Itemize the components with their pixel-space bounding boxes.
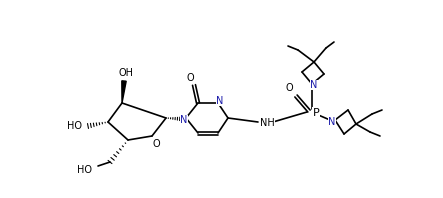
Text: HO: HO bbox=[77, 165, 92, 175]
Text: OH: OH bbox=[118, 68, 133, 78]
Polygon shape bbox=[122, 81, 126, 103]
Text: N: N bbox=[328, 117, 336, 127]
Text: N: N bbox=[310, 80, 318, 90]
Text: N: N bbox=[216, 96, 224, 106]
Text: HO: HO bbox=[66, 121, 82, 131]
Text: O: O bbox=[152, 139, 160, 149]
Text: N: N bbox=[180, 115, 188, 125]
Text: O: O bbox=[285, 83, 293, 93]
Text: P: P bbox=[313, 108, 319, 118]
Text: O: O bbox=[186, 73, 194, 83]
Text: NH: NH bbox=[260, 118, 274, 128]
